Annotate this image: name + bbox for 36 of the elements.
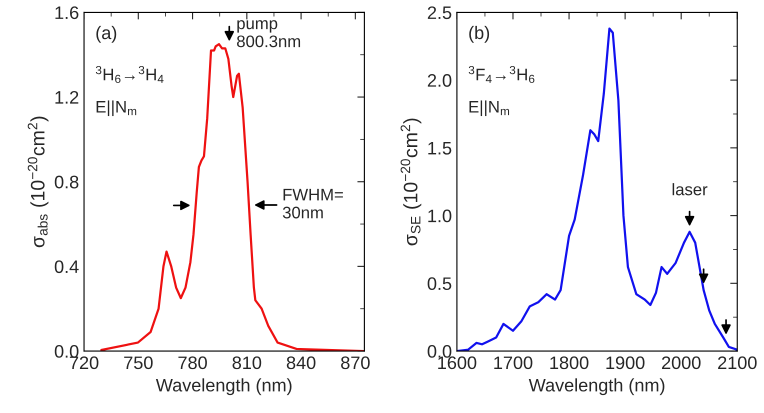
y-tick-label: 0.8 <box>54 176 78 188</box>
y-tick-label: 0.0 <box>54 344 78 358</box>
x-tick-label: 840 <box>286 356 316 370</box>
x-tick-label: 870 <box>341 356 370 370</box>
y-axis-title: σ$_{SE}$ (10$^{−20}$cm$^{2}$) <box>400 118 422 246</box>
y-tick-label: 2.5 <box>428 6 452 20</box>
y-tick-label: 0.0 <box>428 344 452 358</box>
x-tick-label: 750 <box>124 356 153 370</box>
y-tick-label: 0.5 <box>428 277 452 290</box>
x-tick-label: 1800 <box>550 356 588 370</box>
annotation: $^{3}$H$_{6}$→$^{3}$H$_{4}$ <box>96 66 164 84</box>
y-tick-label: 1.6 <box>55 6 78 20</box>
annotation: FWHM= 30nm <box>282 188 343 218</box>
annotation: E||N$_{m}$ <box>96 100 136 116</box>
y-tick-label: 0.4 <box>54 260 79 274</box>
y-axis-title: σ$_{abs}$ (10$^{−20}$cm$^{2}$) <box>28 116 48 248</box>
x-tick-label: 2000 <box>662 356 701 370</box>
x-tick-label: 1700 <box>494 356 532 370</box>
annotation: laser <box>672 183 708 196</box>
y-tick-label: 1.5 <box>428 142 452 155</box>
x-tick-label: 2100 <box>718 356 757 370</box>
x-tick-label: 780 <box>178 356 207 370</box>
x-axis-title: Wavelength (nm) <box>156 378 292 396</box>
annotation: pump 800.3nm <box>237 20 300 48</box>
annotation: (a) <box>96 26 116 43</box>
x-tick-label: 1900 <box>606 356 644 370</box>
y-tick-label: 1.2 <box>55 90 78 104</box>
x-tick-label: 720 <box>70 356 98 370</box>
annotation: E||N$_{m}$ <box>469 100 510 116</box>
x-tick-label: 810 <box>232 356 262 370</box>
x-axis-title: Wavelength (nm) <box>528 378 664 396</box>
annotation: (b) <box>469 26 490 43</box>
y-tick-label: 1.0 <box>428 210 452 222</box>
x-tick-label: 1600 <box>438 356 476 370</box>
y-tick-label: 2.0 <box>428 74 452 87</box>
annotation: $^{3}$F$_{4}$→$^{3}$H$_{6}$ <box>468 66 534 84</box>
